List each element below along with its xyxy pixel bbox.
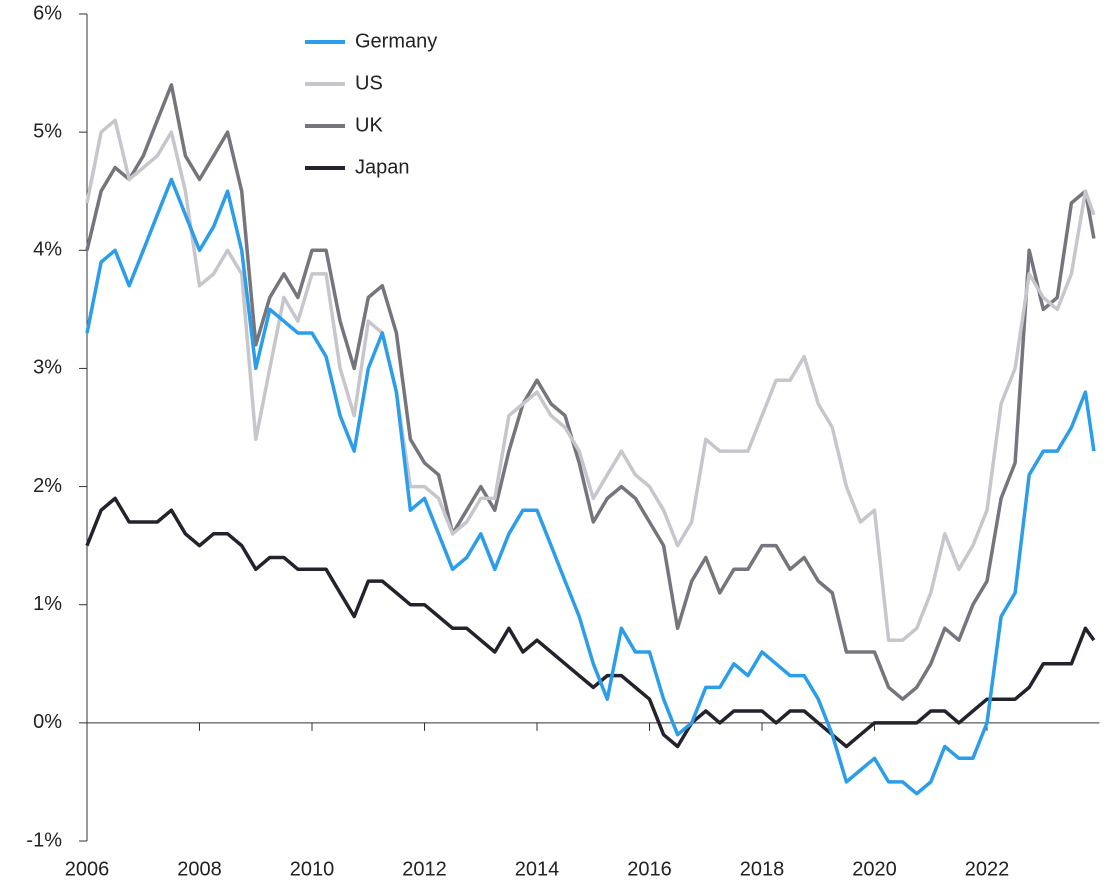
y-tick-label: 6%	[33, 2, 62, 24]
legend-label: UK	[355, 114, 383, 136]
legend-label: US	[355, 72, 383, 94]
legend-label: Japan	[355, 156, 410, 178]
x-tick-label: 2016	[627, 858, 672, 880]
x-tick-label: 2018	[740, 858, 785, 880]
y-tick-label: 5%	[33, 120, 62, 142]
y-tick-label: 4%	[33, 239, 62, 261]
y-tick-label: 0%	[33, 711, 62, 733]
x-tick-label: 2012	[402, 858, 447, 880]
y-tick-label: 1%	[33, 593, 62, 615]
y-tick-label: -1%	[26, 829, 62, 851]
x-tick-label: 2022	[965, 858, 1010, 880]
y-tick-label: 2%	[33, 475, 62, 497]
x-tick-label: 2014	[515, 858, 560, 880]
line-series	[85, 83, 1096, 701]
line-series	[85, 177, 1096, 796]
line-series	[85, 496, 1096, 749]
legend-label: Germany	[355, 30, 437, 52]
x-tick-label: 2006	[65, 858, 110, 880]
y-tick-label: 3%	[33, 357, 62, 379]
x-tick-label: 2010	[290, 858, 335, 880]
line-series	[85, 118, 1096, 642]
x-tick-label: 2020	[852, 858, 897, 880]
x-tick-label: 2008	[177, 858, 222, 880]
